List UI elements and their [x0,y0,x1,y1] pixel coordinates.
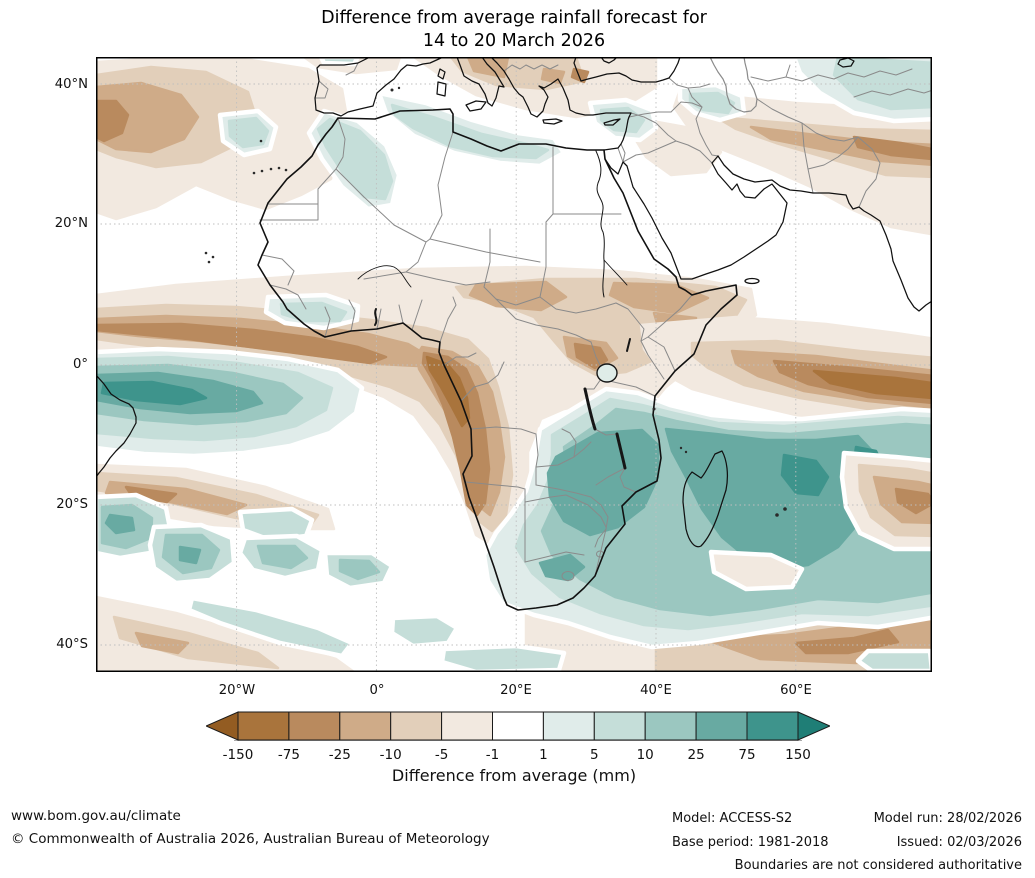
footer-copyright: © Commonwealth of Australia 2026, Austra… [11,831,490,847]
page-title-line2: 14 to 20 March 2026 [422,31,606,51]
colorbar-tick: 5 [590,747,599,763]
colorbar-arrow-right [797,711,832,741]
small-islands [204,86,787,517]
colorbar-tick-labels: -150 -75 -25 -10 -5 -1 1 5 10 25 75 150 [206,747,830,765]
map-area [96,57,932,672]
colorbar-tick: 1 [539,747,548,763]
colorbar [204,711,832,741]
colorbar-tick: -1 [485,747,500,763]
colorbar-segment [695,711,748,741]
page-title-line1: Difference from average rainfall forecas… [321,8,707,28]
colorbar-segment [746,711,799,741]
enclosed-dry-patches [708,450,932,592]
footer-disclaimer: Boundaries are not considered authoritat… [734,858,1022,873]
coastlines [96,57,932,611]
island-socotra [744,277,760,285]
colorbar-tick: -5 [434,747,449,763]
colorbar-tick: -150 [222,747,254,763]
country-borders [259,62,932,581]
colorbar-segment [390,711,443,741]
x-axis-label-20w: 20°W [218,683,256,698]
map-frame-border [96,57,932,672]
y-axis-label-40n: 40°N [54,77,88,92]
rainfall-anomaly-map [96,57,932,672]
x-axis-label-20e: 20°E [500,683,532,698]
footer-website-link[interactable]: www.bom.gov.au/climate [11,808,181,824]
coastline-brazil [96,374,137,478]
footer-model-run: Model run: 28/02/2026 [873,811,1022,826]
colorbar-segment [593,711,646,741]
colorbar-caption: Difference from average (mm) [391,766,637,785]
coastline-black-sea [573,57,681,83]
coastline-crimea [600,57,618,64]
colorbar-segment [237,711,290,741]
footer-model: Model: ACCESS-S2 [672,811,793,826]
x-axis-label-0: 0° [369,683,385,698]
colorbar-segment [492,711,544,741]
footer-issued: Issued: 02/03/2026 [896,834,1022,850]
colorbar-tick: -75 [277,747,300,763]
y-axis-label-20s: 20°S [56,497,88,512]
coastline-iberia-france [314,57,446,117]
rivers-and-lakes [357,150,631,470]
graticule-gridlines [96,57,932,672]
colorbar-arrow-left [204,711,239,741]
x-axis-label-60e: 60°E [780,683,812,698]
colorbar-tick: -10 [379,747,402,763]
island-madagascar [682,450,728,548]
footer-left: www.bom.gov.au/climate © Commonwealth of… [11,805,490,851]
coastline-iran-india [717,155,932,312]
colorbar-tick: 10 [636,747,654,763]
colorbar-tick: 150 [785,747,811,763]
island-sicily [465,100,487,112]
colorbar-segment [441,711,494,741]
colorbar-tick: 25 [687,747,705,763]
colorbar-segment [339,711,392,741]
coastline-balkans-turkey-levant [490,57,632,151]
colorbar-tick: -25 [328,747,351,763]
island-corsica [437,68,446,80]
coastline-arabia [604,155,788,280]
footer-base-period: Base period: 1981-2018 [672,834,829,850]
lake-victoria [596,363,618,383]
coastline-italy [456,57,505,107]
colorbar-segment [644,711,697,741]
island-sardinia [436,81,447,97]
y-axis-label-20n: 20°N [54,216,88,231]
footer-right: Model: ACCESS-S2 Model run: 28/02/2026 B… [672,807,1022,878]
y-axis-label-0: 0° [73,357,88,372]
x-axis-label-40e: 40°E [640,683,672,698]
coastline-caspian [709,57,758,113]
positive-anomaly-contours [96,57,932,672]
coastline-africa [257,108,738,611]
page-title: Difference from average rainfall forecas… [96,7,932,53]
colorbar-segment [288,711,341,741]
colorbar-segment [542,711,595,741]
island-crete [542,118,563,125]
y-axis-label-40s: 40°S [56,637,88,652]
island-cyprus [603,118,621,126]
colorbar-tick: 75 [738,747,756,763]
colorbar-scale [204,711,832,741]
